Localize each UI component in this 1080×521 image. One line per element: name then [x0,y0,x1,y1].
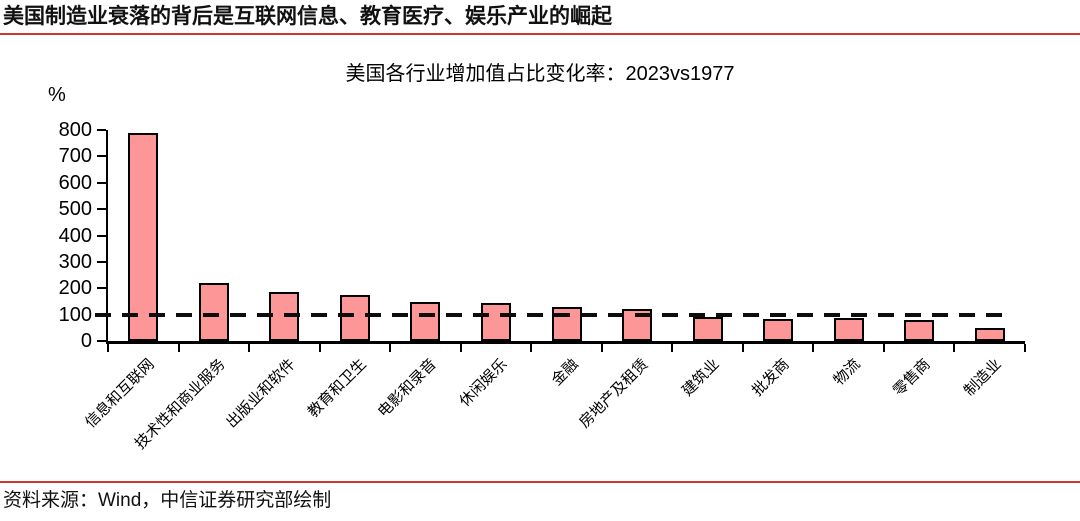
bar [692,316,723,341]
bar [198,282,229,341]
x-axis-tick [812,344,815,352]
y-axis-tick [97,129,106,131]
y-axis-tick [97,340,106,342]
x-axis-tick [318,344,321,352]
y-axis-tick [97,260,106,263]
y-axis-tick-label: 300 [58,250,92,273]
bar [974,328,1005,341]
title-divider-line [0,33,1080,35]
bar [904,320,935,341]
reference-line [95,312,1004,317]
bar [551,306,582,341]
y-axis-tick [97,234,106,237]
x-axis-tick [671,344,674,352]
y-axis-tick-label: 600 [58,171,92,194]
y-axis-tick-label: 800 [58,119,92,141]
x-axis-tick [1024,344,1026,352]
x-axis-tick [882,344,885,352]
page-title: 美国制造业衰落的背后是互联网信息、教育医疗、娱乐产业的崛起 [3,5,612,28]
x-axis-tick [107,344,109,352]
footer-divider-line [0,481,1080,483]
y-axis-tick-label: 400 [58,224,92,247]
bar [833,318,864,341]
y-axis-tick-label: 500 [58,198,92,221]
y-axis-tick-label: 0 [80,330,92,352]
bar [410,301,441,341]
chart-title: 美国各行业增加值占比变化率：2023vs1977 [345,63,735,85]
y-axis-tick-label: 200 [58,277,92,300]
y-axis-tick [97,287,106,290]
x-axis-tick [741,344,744,352]
bar [480,303,511,341]
bar [339,294,370,341]
plot-area: 0 100 200 300 400 500 600 700 800 信息和互联网 技术性和商业服务出… [59,120,1026,453]
x-axis-tick [389,344,392,352]
x-axis-tick [600,344,603,352]
bar [128,132,159,341]
x-axis-tick [953,344,956,352]
y-axis-unit-label: % [48,84,66,106]
y-axis-tick-label: 700 [58,145,92,168]
bar [763,318,794,341]
y-axis-tick [97,181,106,184]
y-axis-tick [97,155,106,158]
x-axis-tick [248,344,251,352]
x-axis-tick [459,344,462,352]
x-axis-tick [530,344,533,352]
x-axis-tick [177,344,180,352]
y-axis-tick-label: 100 [58,303,92,326]
source-note: 资料来源：Wind，中信证券研究部绘制 [3,490,332,511]
y-axis-tick [97,208,106,211]
